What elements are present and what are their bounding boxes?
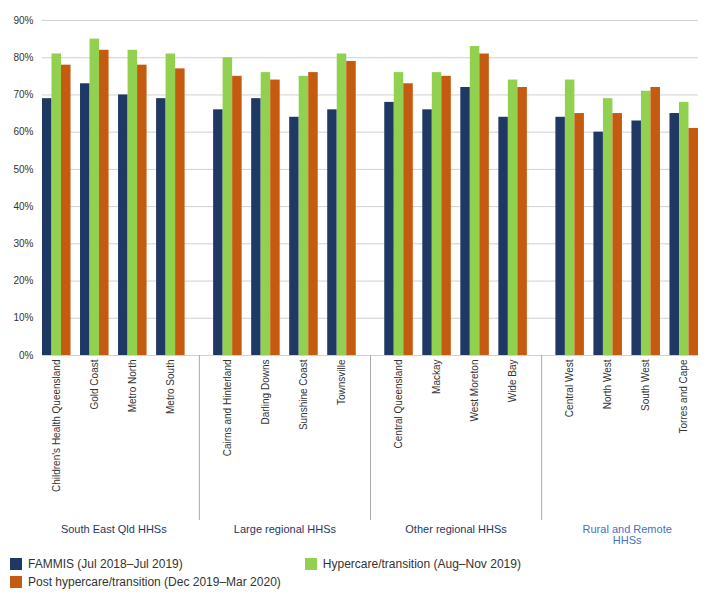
svg-text:Darling Downs: Darling Downs bbox=[260, 360, 271, 425]
svg-text:10%: 10% bbox=[13, 312, 33, 323]
svg-text:Torres and Cape: Torres and Cape bbox=[678, 359, 689, 433]
svg-text:Rural and RemoteHHSs: Rural and RemoteHHSs bbox=[583, 523, 672, 546]
svg-text:South West: South West bbox=[640, 359, 651, 411]
html-text:Hypercare/transition (Aug–Nov: Hypercare/transition (Aug–Nov 2019) bbox=[322, 557, 521, 571]
svg-text:0%: 0% bbox=[19, 350, 34, 361]
svg-text:South East Qld HHSs: South East Qld HHSs bbox=[61, 523, 167, 535]
svg-text:West Moreton: West Moreton bbox=[469, 360, 480, 422]
svg-text:North West: North West bbox=[602, 359, 613, 409]
html-text:Post hypercare/transition (Dec: Post hypercare/transition (Dec 2019–Mar … bbox=[28, 575, 281, 589]
svg-text:40%: 40% bbox=[13, 201, 33, 212]
svg-text:Townsville: Townsville bbox=[336, 359, 347, 405]
html-text:FAMMIS (Jul 2018–Jul 2019): FAMMIS (Jul 2018–Jul 2019) bbox=[28, 557, 183, 571]
svg-text:20%: 20% bbox=[13, 275, 33, 286]
svg-text:Wide Bay: Wide Bay bbox=[507, 360, 518, 403]
svg-text:Gold Coast: Gold Coast bbox=[89, 359, 100, 409]
svg-text:Central West: Central West bbox=[564, 359, 575, 417]
svg-text:30%: 30% bbox=[13, 238, 33, 249]
svg-text:Children's Health Queensland: Children's Health Queensland bbox=[51, 360, 62, 493]
svg-text:90%: 90% bbox=[13, 15, 33, 26]
svg-text:Central Queensland: Central Queensland bbox=[393, 360, 404, 449]
svg-text:Cairns and Hinterland: Cairns and Hinterland bbox=[222, 360, 233, 457]
svg-text:80%: 80% bbox=[13, 52, 33, 63]
svg-text:Large regional HHSs: Large regional HHSs bbox=[234, 523, 337, 535]
svg-text:70%: 70% bbox=[13, 89, 33, 100]
svg-text:Metro South: Metro South bbox=[165, 360, 176, 414]
svg-text:Metro North: Metro North bbox=[127, 360, 138, 413]
svg-text:50%: 50% bbox=[13, 164, 33, 175]
svg-text:Mackay: Mackay bbox=[431, 360, 442, 394]
svg-text:60%: 60% bbox=[13, 126, 33, 137]
svg-text:Other regional HHSs: Other regional HHSs bbox=[405, 523, 507, 535]
svg-text:Sunshine Coast: Sunshine Coast bbox=[298, 359, 309, 430]
